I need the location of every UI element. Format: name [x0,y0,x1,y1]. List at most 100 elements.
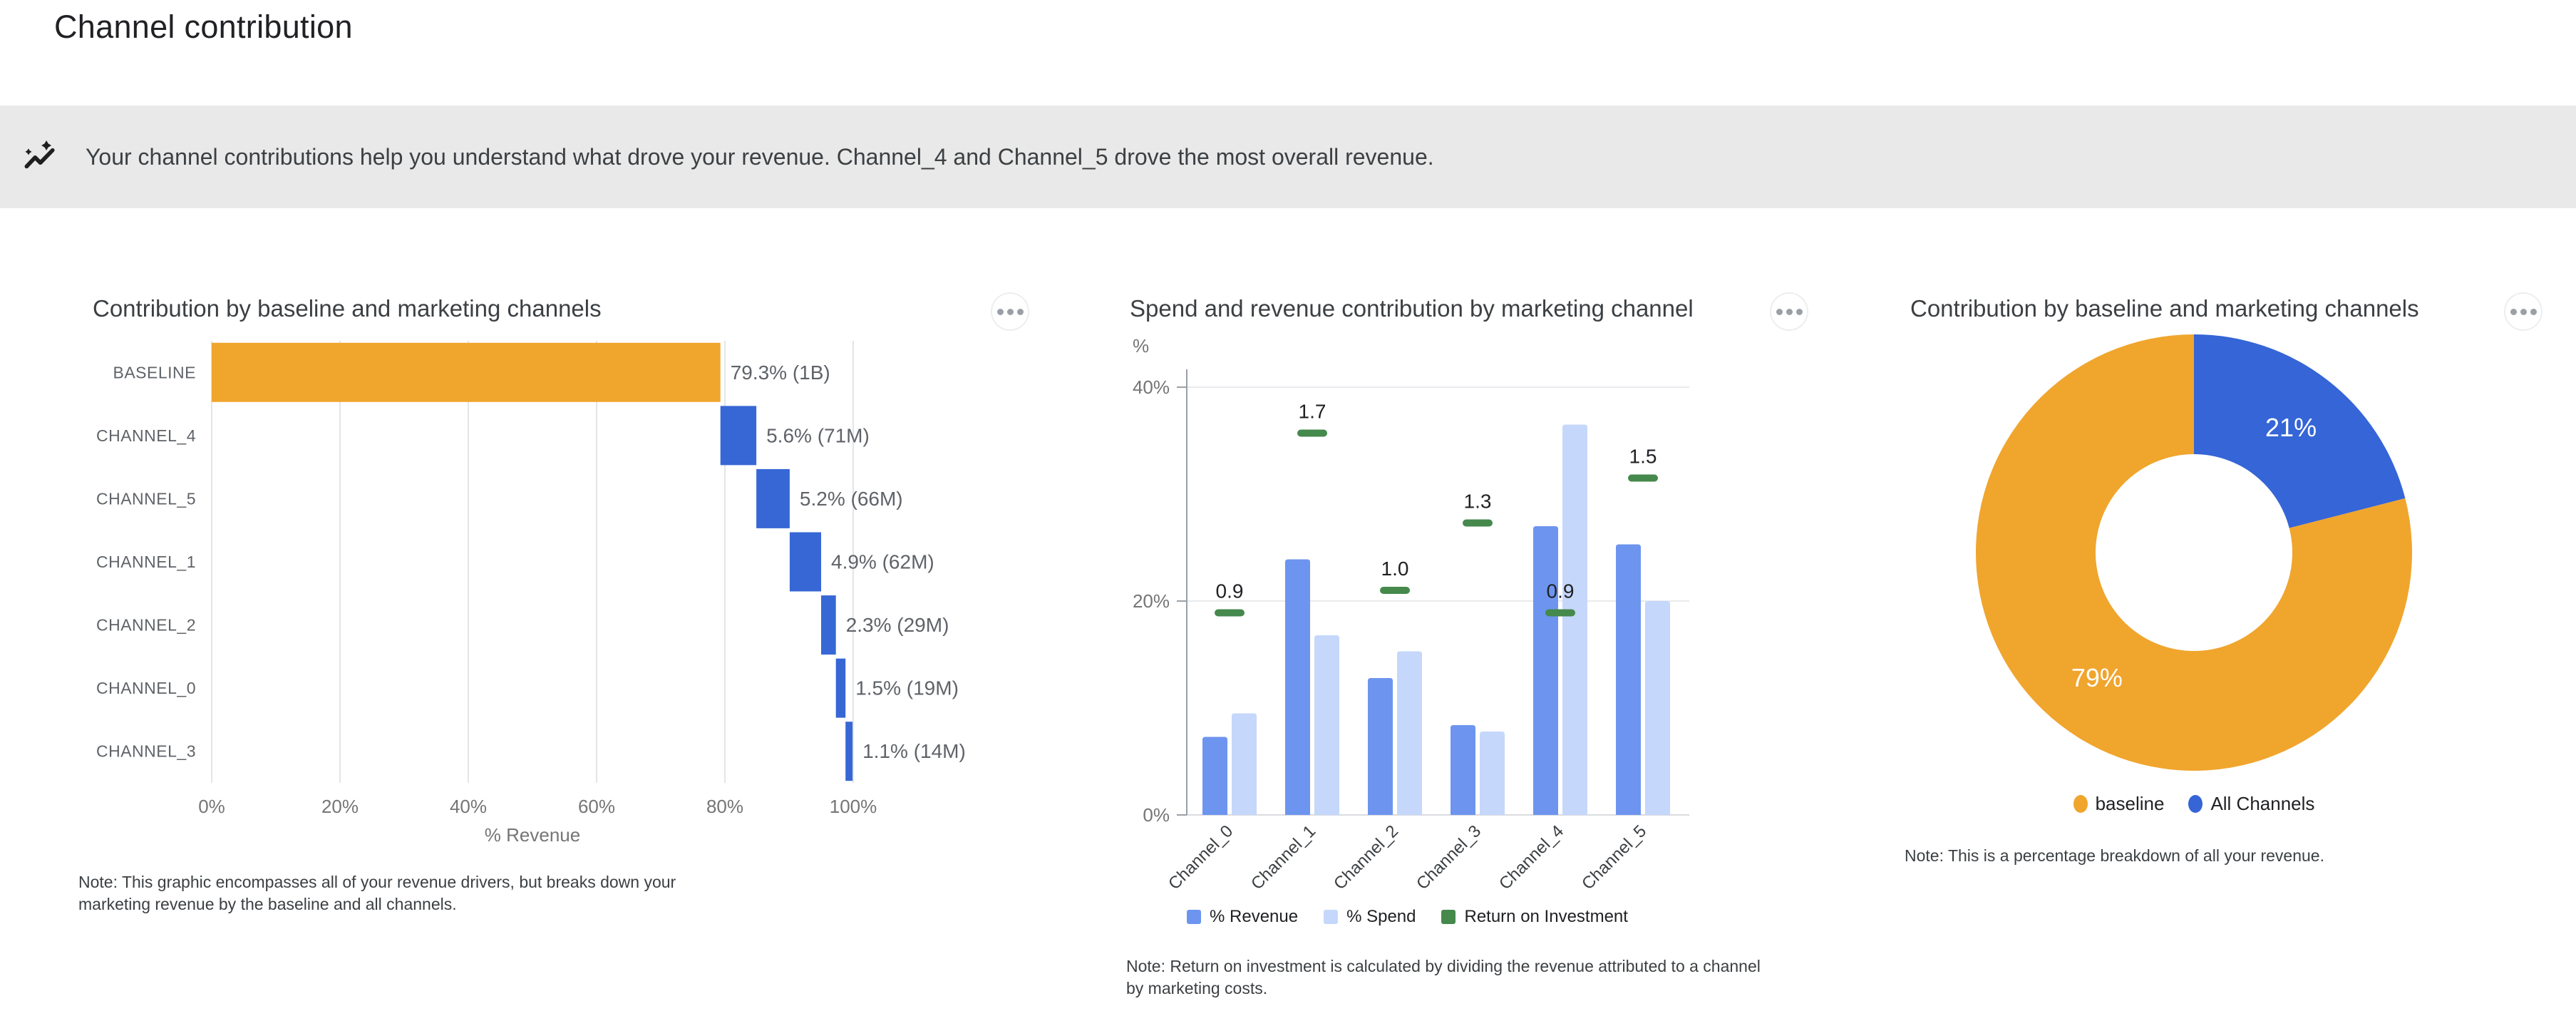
roi-marker-channel_4[interactable] [1545,609,1575,617]
more-options-icon [1796,308,1803,315]
slice-percentage-label: 21% [2265,413,2317,442]
legend-item-revenue: % Revenue [1187,907,1298,927]
grouped-chart-legend: % Revenue % Spend Return on Investment [1187,907,1628,927]
waterfall-bar-baseline[interactable] [212,342,721,402]
x-tick-label: 100% [830,796,877,817]
slice-percentage-label: 79% [2071,663,2123,692]
y-tick-label: 40% [1133,376,1170,398]
roi-marker-channel_0[interactable] [1215,609,1245,617]
donut-chart-title: Contribution by baseline and marketing c… [1910,295,2419,322]
waterfall-bar-channel_2[interactable] [821,595,836,655]
roi-value-label: 0.9 [1216,580,1244,602]
revenue-bar-channel_4[interactable] [1533,526,1558,815]
category-label: CHANNEL_0 [96,679,196,697]
revenue-bar-channel_5[interactable] [1616,544,1641,816]
roi-value-label: 1.3 [1464,491,1492,513]
revenue-swatch-icon [1187,910,1201,924]
roi-swatch-icon [1441,910,1456,924]
donut-chart-legend: baseline All Channels [1896,793,2492,815]
spend-swatch-icon [1324,910,1339,924]
donut-chart-note: Note: This is a percentage breakdown of … [1905,846,2324,865]
category-label: CHANNEL_4 [96,426,196,445]
bar-value-label: 1.1% (14M) [862,740,966,762]
bar-value-label: 79.3% (1B) [731,361,830,384]
donut-slice-all-channels[interactable] [2194,334,2406,528]
y-tick-label: 20% [1133,590,1170,612]
legend-label: All Channels [2210,793,2315,814]
waterfall-bar-channel_4[interactable] [720,406,757,466]
y-axis-title: % [1133,335,1149,356]
revenue-bar-channel_0[interactable] [1202,737,1227,816]
waterfall-bar-channel_1[interactable] [789,532,821,592]
roi-marker-channel_2[interactable] [1380,587,1410,594]
legend-item-spend: % Spend [1324,907,1416,927]
grouped-bar-chart-canvas: 0% 20% 40%% 0.9 Channel_0 1.7 Channel_1 1.0 Chan… [1133,335,1689,893]
revenue-bar-channel_3[interactable] [1451,725,1475,815]
more-options-icon [2510,308,2517,315]
roi-marker-channel_3[interactable] [1463,519,1493,527]
x-tick-label: 20% [321,796,359,817]
roi-value-label: 0.9 [1547,580,1575,602]
bar-value-label: 5.2% (66M) [800,488,903,510]
legend-label: % Spend [1346,907,1416,926]
category-label: CHANNEL_2 [96,616,196,635]
chart-menu-button[interactable] [991,292,1029,331]
waterfall-chart-note: Note: This graphic encompasses all of yo… [78,873,676,913]
legend-label: % Revenue [1210,907,1299,926]
spend-bar-channel_1[interactable] [1314,635,1339,815]
card-contribution-waterfall: Contribution by baseline and marketing c… [78,285,1098,1005]
category-label: CHANNEL_1 [96,553,196,571]
chart-menu-button[interactable] [1770,292,1808,331]
roi-value-label: 1.0 [1381,558,1409,580]
category-label: BASELINE [113,363,197,381]
more-options-icon [2530,308,2537,315]
all-channels-swatch-icon [2188,795,2203,813]
more-options-icon [2520,308,2527,315]
card-contribution-donut: Contribution by baseline and marketing c… [1896,285,2576,1005]
bar-value-label: 2.3% (29M) [846,614,949,636]
spend-bar-channel_5[interactable] [1645,601,1670,815]
bar-value-label: 4.9% (62M) [831,551,934,573]
grouped-chart-title: Spend and revenue contribution by market… [1130,295,1694,322]
more-options-icon [1776,308,1783,315]
more-options-icon [1006,308,1014,315]
waterfall-chart-title: Contribution by baseline and marketing c… [93,295,602,322]
donut-chart-canvas: 21% 79% [1976,334,2412,771]
roi-marker-channel_1[interactable] [1297,429,1327,437]
x-tick-label: 0% [198,796,225,817]
grouped-chart-note: Note: Return on investment is calculated… [1126,957,1761,997]
insight-banner: Your channel contributions help you unde… [0,106,2576,208]
chart-menu-button[interactable] [2504,292,2542,331]
category-label: CHANNEL_3 [96,742,196,761]
waterfall-bar-channel_5[interactable] [756,468,790,528]
x-category-label: Channel_1 [1247,821,1319,893]
spend-bar-channel_2[interactable] [1397,651,1422,816]
card-spend-revenue: Spend and revenue contribution by market… [1123,285,1808,1005]
x-category-label: Channel_2 [1330,821,1402,893]
revenue-bar-channel_1[interactable] [1285,559,1310,816]
roi-marker-channel_5[interactable] [1628,474,1658,482]
legend-item-baseline: baseline [2073,793,2165,815]
more-options-icon [1016,308,1024,315]
waterfall-bar-channel_3[interactable] [845,722,853,781]
legend-label: Return on Investment [1464,907,1628,926]
insights-icon [21,138,58,175]
waterfall-chart-canvas: 0% 20% 40% 60% 80% 100% BASELINE 79.3% (1B) CHAN… [96,341,966,846]
page-title: Channel contribution [54,9,353,45]
spend-bar-channel_4[interactable] [1562,424,1587,816]
x-category-label: Channel_0 [1165,821,1237,893]
legend-item-all-channels: All Channels [2188,793,2314,815]
x-tick-label: 40% [450,796,487,817]
more-options-icon [1786,308,1793,315]
donut-slice-baseline[interactable] [1976,334,2412,771]
x-axis-title: % Revenue [485,824,580,846]
legend-label: baseline [2095,793,2165,814]
spend-bar-channel_0[interactable] [1232,713,1257,816]
x-category-label: Channel_3 [1413,821,1485,893]
spend-bar-channel_3[interactable] [1480,732,1505,815]
waterfall-bar-channel_0[interactable] [835,658,846,718]
roi-value-label: 1.7 [1299,401,1326,423]
x-category-label: Channel_5 [1578,821,1650,893]
category-label: CHANNEL_5 [96,489,196,508]
revenue-bar-channel_2[interactable] [1368,678,1393,815]
